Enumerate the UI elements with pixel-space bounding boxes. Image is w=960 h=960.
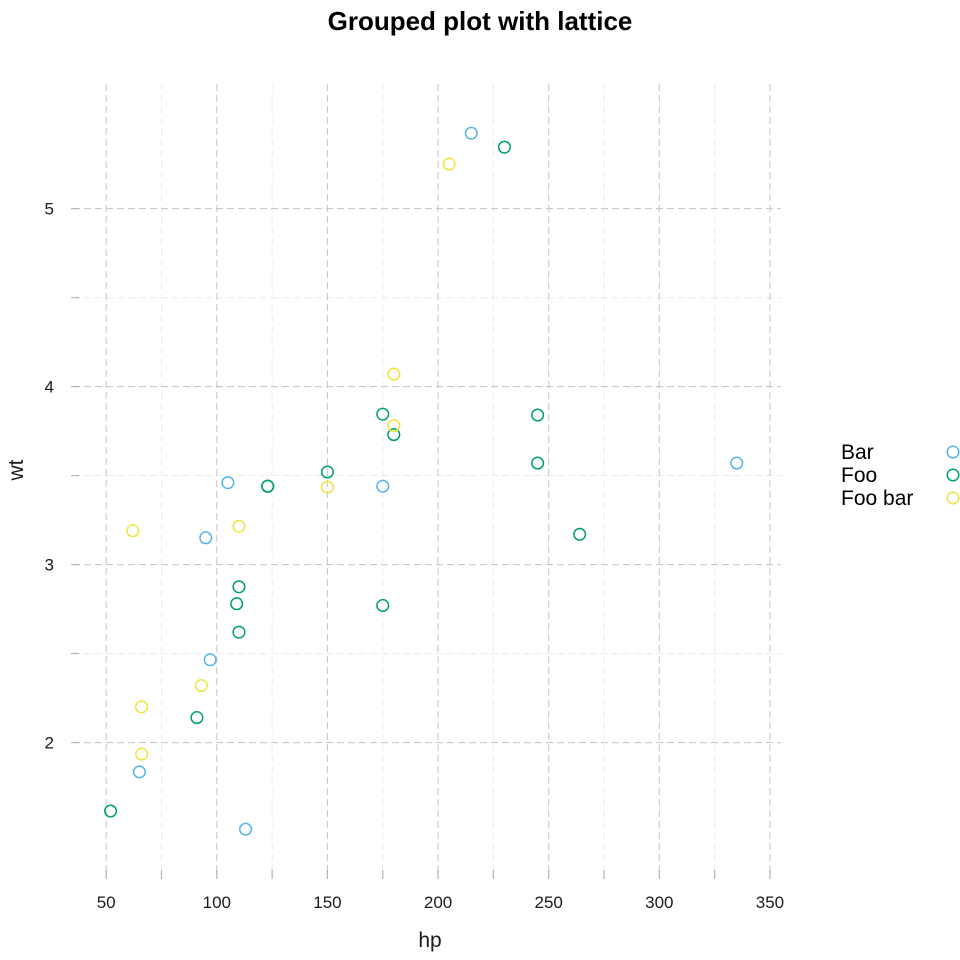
data-point bbox=[232, 580, 246, 594]
data-point bbox=[387, 428, 401, 442]
data-point bbox=[230, 597, 244, 611]
data-point bbox=[132, 765, 146, 779]
x-tick-label: 350 bbox=[756, 893, 784, 912]
legend-label: Foo bbox=[841, 464, 877, 487]
data-point bbox=[126, 524, 140, 538]
data-point bbox=[442, 157, 456, 171]
data-point bbox=[531, 456, 545, 470]
data-point bbox=[730, 456, 744, 470]
x-tick-label: 300 bbox=[645, 893, 673, 912]
data-point bbox=[104, 804, 118, 818]
data-point bbox=[239, 822, 253, 836]
legend-label: Foo bar bbox=[841, 487, 913, 510]
series-foo bbox=[104, 140, 587, 818]
data-point bbox=[531, 408, 545, 422]
data-point bbox=[194, 679, 208, 693]
data-point bbox=[376, 598, 390, 613]
x-tick-label: 100 bbox=[203, 893, 231, 912]
data-point bbox=[497, 140, 511, 154]
x-tick-label: 50 bbox=[97, 893, 116, 912]
y-tick-label: 3 bbox=[45, 556, 54, 575]
x-axis-title: hp bbox=[418, 929, 441, 952]
data-point bbox=[464, 126, 478, 140]
data-point bbox=[203, 653, 217, 667]
x-tick-label: 250 bbox=[535, 893, 563, 912]
data-point bbox=[320, 465, 334, 479]
data-point bbox=[135, 700, 149, 714]
y-tick-label: 2 bbox=[45, 734, 54, 753]
grid bbox=[73, 84, 781, 876]
data-point bbox=[376, 407, 390, 421]
data-point bbox=[221, 476, 235, 490]
x-tick-label: 150 bbox=[313, 893, 341, 912]
data-point bbox=[387, 367, 401, 381]
data-point bbox=[376, 479, 390, 493]
legend-marker bbox=[946, 468, 960, 482]
x-tick-label: 200 bbox=[424, 893, 452, 912]
data-point bbox=[190, 711, 204, 725]
data-point bbox=[573, 527, 587, 541]
axis-ticks: 50 100 150 200 250 300 350 2 3 4 5 bbox=[45, 200, 785, 912]
data-point bbox=[232, 519, 246, 533]
series-foo-bar bbox=[126, 157, 456, 761]
data-point bbox=[261, 479, 275, 493]
legend-label: Bar bbox=[841, 441, 874, 464]
data-point bbox=[199, 531, 213, 545]
chart-title: Grouped plot with lattice bbox=[328, 6, 633, 36]
data-point bbox=[320, 480, 334, 494]
legend-marker bbox=[946, 491, 960, 505]
data-point bbox=[232, 625, 246, 639]
y-axis-title: wt bbox=[5, 459, 28, 481]
data-points bbox=[104, 126, 744, 836]
y-tick-label: 4 bbox=[45, 378, 54, 397]
y-tick-label: 5 bbox=[45, 200, 54, 219]
legend-marker bbox=[946, 445, 960, 459]
data-point bbox=[135, 747, 149, 761]
series-bar bbox=[132, 126, 744, 836]
data-point bbox=[387, 419, 401, 433]
